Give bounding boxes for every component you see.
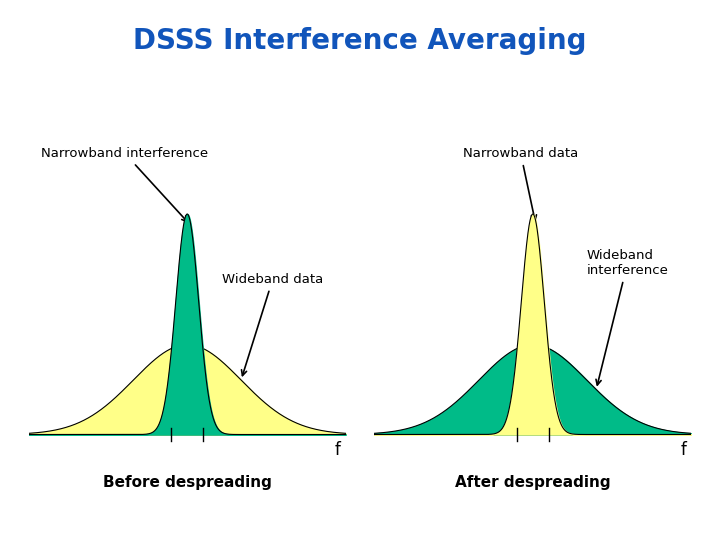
Text: f: f	[335, 441, 341, 459]
Text: After despreading: After despreading	[455, 475, 611, 490]
Text: DSSS Interference Averaging: DSSS Interference Averaging	[133, 27, 587, 55]
Text: Narrowband data: Narrowband data	[463, 147, 578, 220]
Text: Before despreading: Before despreading	[103, 475, 271, 490]
Text: Wideband data: Wideband data	[222, 273, 323, 376]
Text: Narrowband interference: Narrowband interference	[42, 147, 209, 221]
Text: f: f	[680, 441, 687, 459]
Text: Wideband
interference: Wideband interference	[587, 249, 669, 385]
